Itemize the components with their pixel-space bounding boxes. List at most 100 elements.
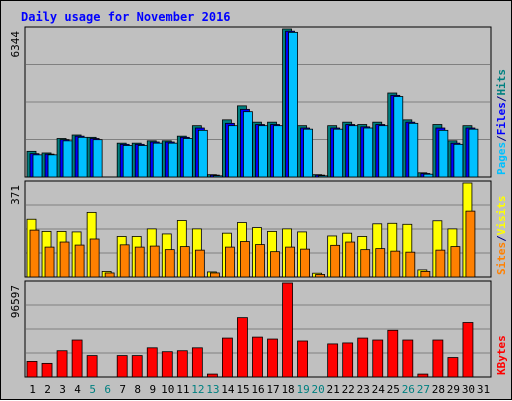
sites-bar	[209, 272, 220, 278]
kbytes-bar	[116, 355, 128, 378]
sites-bar	[74, 244, 85, 278]
x-tick-label: 24	[372, 383, 386, 396]
sites-bar	[315, 274, 326, 278]
chart-title: Daily usage for November 2016	[21, 10, 231, 24]
kbytes-bar	[342, 342, 354, 378]
sites-bar	[89, 238, 100, 278]
x-tick-label: 2	[44, 383, 51, 396]
x-tick-label: 5	[89, 383, 96, 396]
kbytes-bar	[357, 337, 369, 378]
pages-bar	[167, 142, 178, 178]
x-axis: 1 2 3 4 5 6 7 8 9 10 11 12 13 14 15 16 17 18 19 20 21 22 23 24 2…	[29, 383, 490, 396]
pages-bar	[77, 136, 88, 178]
pages-bar	[273, 125, 283, 178]
sites-bar	[420, 271, 431, 278]
x-tick-label: 23	[357, 383, 370, 396]
x-tick-label: 25	[387, 383, 400, 396]
sites-bar	[450, 246, 461, 278]
x-tick-label: 16	[251, 383, 264, 396]
kbytes-bar	[26, 361, 38, 378]
x-tick-label: 10	[161, 383, 174, 396]
sites-bar	[134, 246, 145, 278]
legend-item: /	[495, 235, 508, 242]
sites-bar	[465, 210, 476, 278]
pages-bar	[197, 129, 208, 178]
legend-bottom: KBytes	[495, 335, 508, 375]
x-tick-label: 27	[417, 383, 430, 396]
sites-bar	[44, 246, 55, 278]
sites-bar	[270, 251, 280, 278]
panel-bottom: 96597 KBytes	[9, 280, 508, 378]
pages-bar	[122, 145, 133, 178]
sites-bar	[240, 241, 250, 278]
kbytes-bar	[447, 357, 459, 378]
sites-bar	[59, 241, 70, 278]
kbytes-bar	[161, 351, 173, 378]
kbytes-bar	[146, 347, 158, 378]
pages-bar	[453, 143, 464, 178]
sites-bar	[405, 251, 416, 278]
kbytes-bar	[402, 339, 414, 378]
sites-bar	[435, 249, 446, 278]
kbytes-bar	[417, 373, 429, 378]
x-tick-label: 15	[236, 383, 249, 396]
legend-item: Sites	[495, 242, 508, 275]
kbytes-bar	[222, 337, 233, 378]
x-tick-label: 22	[342, 383, 355, 396]
sites-bar	[300, 248, 310, 278]
sites-bar	[390, 250, 401, 278]
kbytes-bar	[206, 373, 218, 378]
x-tick-label: 26	[402, 383, 415, 396]
legend-item: Visits	[495, 196, 508, 236]
x-tick-label: 8	[134, 383, 141, 396]
x-tick-label: 1	[29, 383, 36, 396]
pages-bar	[228, 125, 238, 178]
kbytes-bar	[462, 322, 474, 378]
y-axis-max-label: 371	[9, 185, 22, 205]
sites-bar	[29, 229, 40, 278]
x-tick-label: 6	[104, 383, 111, 396]
kbytes-bar	[252, 336, 263, 378]
pages-bar	[468, 128, 479, 178]
pages-bar	[288, 31, 298, 178]
x-tick-label: 30	[462, 383, 475, 396]
pages-bar	[182, 138, 193, 178]
pages-bar	[212, 175, 223, 178]
pages-bar	[378, 125, 389, 178]
sites-bar	[225, 246, 235, 278]
x-tick-label: 4	[74, 383, 81, 396]
kbytes-bar	[267, 338, 278, 378]
pages-bar	[333, 128, 344, 178]
x-tick-label: 13	[206, 383, 219, 396]
x-tick-label: 9	[149, 383, 156, 396]
pages-bar	[363, 127, 374, 178]
pages-bar	[423, 173, 434, 178]
kbytes-bar	[71, 339, 83, 378]
sites-bar	[330, 244, 341, 278]
legend-item: /	[495, 135, 508, 142]
pages-bar	[438, 129, 449, 178]
pages-bar	[303, 128, 313, 178]
pages-bar	[318, 175, 329, 178]
sites-bar	[360, 249, 371, 278]
y-axis-max-label: 96597	[9, 285, 22, 318]
sites-bar	[164, 249, 175, 278]
sites-bar	[149, 245, 160, 278]
kbytes-bar	[41, 362, 53, 378]
kbytes-bar	[176, 350, 188, 378]
x-tick-label: 11	[176, 383, 189, 396]
kbytes-bar	[237, 317, 248, 378]
legend-item: /	[495, 95, 508, 102]
x-tick-label: 12	[191, 383, 204, 396]
legend-item: Pages	[495, 142, 508, 175]
pages-bar	[137, 145, 148, 178]
pages-bar	[92, 139, 103, 178]
legend-item: KBytes	[495, 335, 508, 375]
pages-bar	[32, 154, 43, 178]
x-tick-label: 14	[221, 383, 235, 396]
chart-panels: 6344Pages/Files/Hits371Sites/Visits96597…	[9, 26, 508, 378]
kbytes-bar	[56, 350, 68, 378]
pages-bar	[243, 111, 253, 178]
